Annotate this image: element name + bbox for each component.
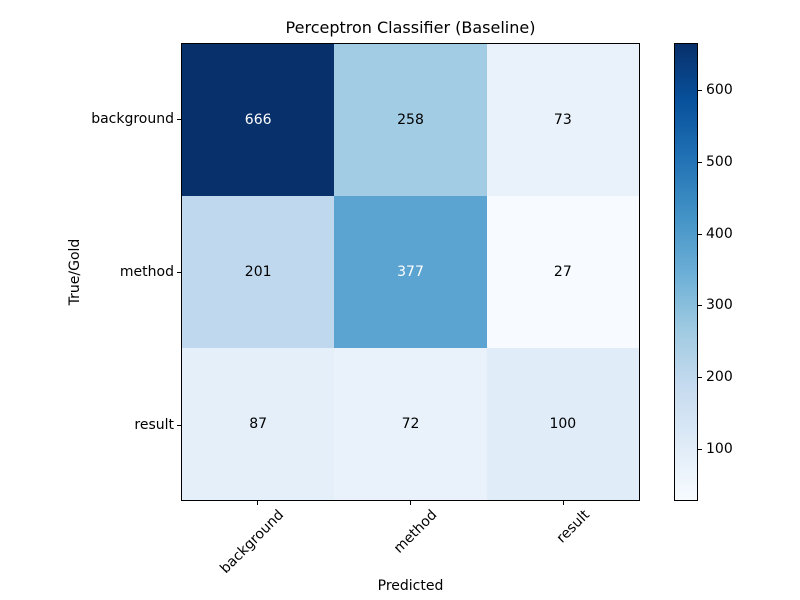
x-tick-label: result [553,507,594,547]
heatmap-cell-r2c0: 87 [182,348,335,500]
y-tick-mark [177,119,181,120]
y-tick-label: result [134,417,174,433]
colorbar-tick-mark [698,305,702,306]
y-tick-mark [177,272,181,273]
colorbar-tick-label: 500 [706,154,733,170]
colorbar-tick-label: 100 [706,441,733,457]
chart-title: Perceptron Classifier (Baseline) [285,18,536,37]
heatmap-cell-r2c1: 72 [334,348,487,500]
heatmap-cell-r0c0: 666 [182,44,335,196]
heatmap-cell-r0c1: 258 [334,44,487,196]
colorbar-tick-label: 600 [706,82,733,98]
x-tick-mark [563,501,564,505]
x-tick-label: background [217,507,288,577]
colorbar-tick-mark [698,162,702,163]
heatmap-cell-r1c0: 201 [182,196,335,348]
y-tick-mark [177,425,181,426]
colorbar-tick-mark [698,234,702,235]
colorbar-tick-label: 300 [706,297,733,313]
y-tick-label: method [119,264,174,280]
heatmap-grid: 666 258 73 201 377 27 87 72 100 [181,43,640,501]
x-axis-label: Predicted [377,578,444,594]
x-tick-label: method [390,507,441,557]
colorbar-tick-label: 200 [706,369,733,385]
heatmap-cell-r1c2: 27 [486,196,639,348]
colorbar-tick-mark [698,449,702,450]
x-tick-mark [257,501,258,505]
heatmap-cell-r0c2: 73 [486,44,639,196]
colorbar-tick-mark [698,377,702,378]
heatmap-cell-r1c1: 377 [334,196,487,348]
x-tick-mark [410,501,411,505]
heatmap-cell-r2c2: 100 [486,348,639,500]
colorbar-tick-label: 400 [706,226,733,242]
colorbar [674,43,698,501]
colorbar-tick-mark [698,90,702,91]
y-axis-label: True/Gold [67,238,83,306]
y-tick-label: background [91,111,174,127]
